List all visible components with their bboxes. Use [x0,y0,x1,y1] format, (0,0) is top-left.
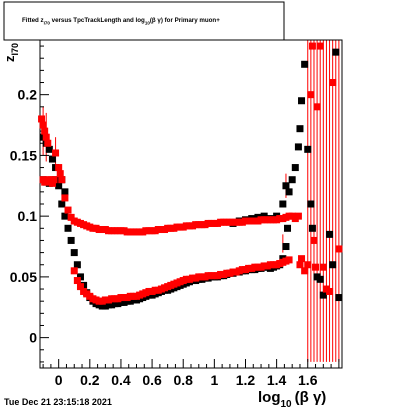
red-data-point [326,287,334,295]
red-data-point [312,263,320,271]
y-tick-label: 0 [29,330,37,346]
black-data-point [326,230,334,238]
red-data-point [41,127,49,135]
black-data-point [282,182,290,190]
black-data-point [308,224,316,232]
x-tick-label: 1.4 [267,372,287,388]
x-tick-label: 0.4 [111,372,131,388]
black-data-point [70,249,78,257]
x-axis-label-sub: 10 [281,399,293,409]
black-data-point [282,243,290,251]
plot-area: 0 0.2 0.4 0.6 0.8 1 1.2 1.4 1.6 0 0.05 0.1 0.15 0.2 [10,39,343,388]
black-data-point [301,60,309,68]
chart-title-sub1: I70 [44,21,51,26]
y-tick-label: 0.2 [18,87,38,103]
black-data-point [319,291,327,299]
red-data-point [39,121,47,129]
x-tick-label: 0.8 [173,372,193,388]
red-data-point [296,261,304,269]
black-data-point [335,294,343,302]
black-data-point [294,143,302,151]
red-data-point [55,164,63,172]
x-axis-label-main: log [258,389,281,406]
black-data-point [73,261,81,269]
red-data-point [308,42,316,50]
black-data-point [48,155,56,163]
red-data-point [316,42,324,50]
x-tick-label: 0 [55,372,63,388]
black-data-point [285,188,293,196]
black-data-point [296,125,304,133]
chart-title-post: (β γ) for Primary muon+ [150,17,220,24]
chart-title-mid: versus TpcTrackLength and log [50,17,145,24]
red-data-point [70,267,78,275]
black-data-point [260,212,268,220]
red-data-point [304,261,312,269]
black-data-point [288,176,296,184]
black-data-point [58,200,66,208]
red-data-point [42,133,50,141]
red-data-point [56,170,64,178]
black-data-point [329,261,337,269]
black-data-point [67,236,75,244]
chart-title-sub2: 10 [145,21,151,26]
y-tick-label: 0.05 [10,269,37,285]
black-data-point [307,200,315,208]
x-tick-label: 0.6 [142,372,162,388]
black-data-point [61,188,69,196]
chart-title-pre: Fitted z [22,17,44,24]
chart-title: Fitted zI70 versus TpcTrackLength and lo… [22,17,220,26]
x-tick-label: 1.2 [236,372,256,388]
black-data-point [304,145,312,153]
black-data-point [76,273,84,281]
x-tick-label: 0.2 [80,372,100,388]
red-data-point [335,245,343,253]
title-box [3,1,285,41]
black-data-point [291,164,299,172]
red-data-point [44,139,52,147]
black-data-point [64,224,72,232]
black-data-point [316,275,324,283]
plot-frame [39,39,343,369]
red-data-point [67,213,75,221]
black-data-point [61,212,69,220]
red-data-point [313,103,321,111]
red-data-point [329,79,337,87]
black-data-point [332,48,340,56]
black-data-point [45,145,53,153]
black-data-point [279,200,287,208]
black-data-point [284,224,292,232]
red-data-point [307,91,315,99]
y-axis-label-sub: I70 [10,43,20,56]
red-data-point [294,212,302,220]
x-axis-label: log10 (β γ) [258,389,326,409]
red-data-point [301,267,309,275]
red-data-point [319,263,327,271]
y-axis-label-main: z [2,55,17,62]
red-data-point [76,283,84,291]
red-data-point [50,176,58,184]
red-data-point [61,194,69,202]
red-data-point [52,149,60,157]
red-data-point [48,179,56,187]
red-data-point [64,206,72,214]
y-tick-label: 0.1 [18,208,38,224]
black-data-point [55,182,63,190]
timestamp: Tue Dec 21 23:15:18 2021 [4,397,112,407]
black-data-point [298,97,306,105]
red-data-point [285,256,293,264]
red-data-point [38,115,46,123]
red-data-point [73,277,81,285]
y-axis-label: zI70 [2,43,20,62]
svg-text:zI70: zI70 [2,43,20,62]
y-tick-label: 0.15 [10,147,37,163]
red-data-point [310,236,318,244]
red-data-point [298,255,306,263]
x-axis-label-post: (β γ) [295,389,327,406]
red-data-point [58,176,66,184]
x-tick-label: 1.6 [298,372,318,388]
x-tick-label: 1 [210,372,218,388]
